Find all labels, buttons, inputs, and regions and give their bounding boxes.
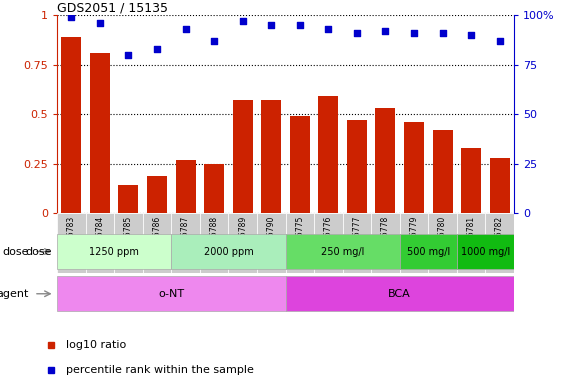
Text: GDS2051 / 15135: GDS2051 / 15135	[57, 1, 168, 14]
Bar	[433, 130, 452, 213]
Bar	[119, 185, 138, 213]
Point	[210, 38, 219, 44]
Text: GSM105785: GSM105785	[124, 216, 133, 262]
Text: GSM105778: GSM105778	[381, 216, 390, 262]
Bar	[147, 175, 167, 213]
Text: GSM105781: GSM105781	[467, 216, 476, 262]
Bar	[233, 100, 253, 213]
Bar	[347, 120, 367, 213]
Text: percentile rank within the sample: percentile rank within the sample	[66, 365, 254, 375]
Point	[409, 30, 419, 36]
Text: GSM105782: GSM105782	[495, 216, 504, 262]
Point	[381, 28, 390, 34]
Bar	[286, 213, 314, 273]
Bar	[114, 213, 143, 273]
Bar	[200, 213, 228, 273]
Text: GSM105779: GSM105779	[409, 216, 419, 263]
Point	[324, 26, 333, 32]
Bar	[457, 234, 514, 269]
Point	[95, 20, 104, 26]
Text: GSM105776: GSM105776	[324, 216, 333, 263]
Bar	[57, 276, 286, 311]
Text: 2000 ppm: 2000 ppm	[203, 247, 254, 257]
Text: GSM105787: GSM105787	[181, 216, 190, 262]
Point	[152, 46, 162, 52]
Bar	[176, 160, 195, 213]
Bar	[143, 213, 171, 273]
Bar	[90, 53, 110, 213]
Bar	[461, 148, 481, 213]
Point	[67, 14, 76, 20]
Text: 1250 ppm: 1250 ppm	[89, 247, 139, 257]
Bar	[319, 96, 338, 213]
Bar	[86, 213, 114, 273]
Text: GSM105784: GSM105784	[95, 216, 104, 262]
Text: GSM105783: GSM105783	[67, 216, 76, 262]
Point	[238, 18, 247, 24]
Point	[124, 52, 133, 58]
Bar	[257, 213, 286, 273]
Text: dose: dose	[25, 247, 51, 257]
Point	[495, 38, 504, 44]
Bar	[204, 164, 224, 213]
Bar	[404, 122, 424, 213]
Text: 1000 mg/l: 1000 mg/l	[461, 247, 510, 257]
Bar	[171, 234, 286, 269]
Point	[467, 32, 476, 38]
Bar	[400, 234, 457, 269]
Point	[267, 22, 276, 28]
Bar	[485, 213, 514, 273]
Bar	[62, 37, 81, 213]
Text: agent: agent	[0, 289, 29, 299]
Bar	[261, 100, 281, 213]
Text: GSM105775: GSM105775	[295, 216, 304, 263]
Bar	[290, 116, 309, 213]
Text: BCA: BCA	[388, 289, 411, 299]
Bar	[400, 213, 428, 273]
Text: 500 mg/l: 500 mg/l	[407, 247, 450, 257]
Point	[295, 22, 304, 28]
Text: log10 ratio: log10 ratio	[66, 340, 126, 350]
Point	[181, 26, 190, 32]
Point	[438, 30, 447, 36]
Bar	[286, 234, 400, 269]
Text: GSM105788: GSM105788	[210, 216, 219, 262]
Bar	[314, 213, 343, 273]
Text: o-NT: o-NT	[158, 289, 184, 299]
Bar	[490, 158, 509, 213]
Bar	[376, 108, 395, 213]
Text: GSM105780: GSM105780	[438, 216, 447, 262]
Text: GSM105777: GSM105777	[352, 216, 361, 263]
Bar	[57, 213, 86, 273]
Bar	[371, 213, 400, 273]
Text: 250 mg/l: 250 mg/l	[321, 247, 364, 257]
Bar	[57, 234, 171, 269]
Text: GSM105789: GSM105789	[238, 216, 247, 262]
Bar	[171, 213, 200, 273]
Bar	[457, 213, 485, 273]
Bar	[428, 213, 457, 273]
Text: GSM105786: GSM105786	[152, 216, 162, 262]
Text: dose: dose	[2, 247, 29, 257]
Point	[352, 30, 361, 36]
Bar	[286, 276, 514, 311]
Bar	[343, 213, 371, 273]
Bar	[228, 213, 257, 273]
Text: GSM105790: GSM105790	[267, 216, 276, 263]
